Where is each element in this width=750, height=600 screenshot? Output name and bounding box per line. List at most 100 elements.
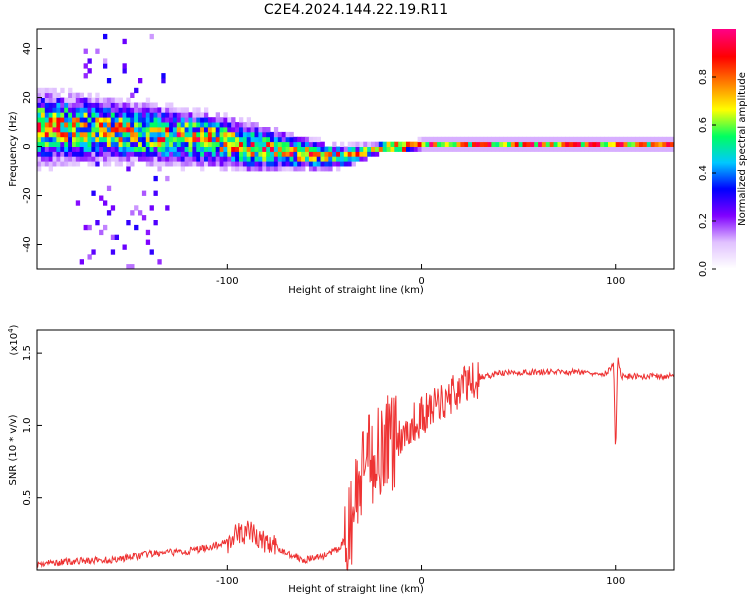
spectrogram-cell — [180, 146, 185, 152]
spectrogram-cell — [48, 136, 53, 143]
spectrogram-cell — [37, 166, 42, 172]
spectrogram-cell — [161, 107, 166, 113]
spectrogram-cell — [246, 156, 251, 162]
spectrogram-cell — [75, 112, 81, 118]
spectrogram-cell — [297, 146, 302, 152]
spectrogram-cell — [126, 161, 131, 167]
spectrogram-cell — [180, 161, 185, 167]
spectrogram-cell — [297, 141, 302, 147]
spectrogram-cell — [184, 131, 189, 138]
spectrogram-cell — [149, 122, 154, 128]
spectrogram-cell — [250, 127, 255, 133]
spectrogram-cell — [176, 131, 182, 138]
spectrogram-cell — [48, 131, 53, 138]
spectrogram-cell — [99, 107, 104, 113]
colorbar-segment — [712, 199, 736, 202]
spectrogram-cell — [223, 166, 228, 172]
spectrogram-cell — [592, 146, 597, 152]
spectrogram-cell — [99, 151, 104, 157]
colorbar-segment — [712, 103, 736, 106]
colorbar-segment — [712, 155, 736, 158]
spectrogram-cell — [99, 97, 104, 103]
spectrogram-cell — [608, 141, 613, 147]
spectrogram-cell — [250, 161, 255, 167]
spectrogram-cell — [138, 122, 143, 128]
spectrogram-cell — [254, 156, 259, 162]
spectrogram-cell — [499, 136, 504, 143]
spectrogram-cell — [141, 122, 147, 128]
spectrogram-cell — [235, 166, 240, 172]
spectrogram-cell — [456, 146, 461, 152]
spectrogram-cell — [642, 146, 648, 152]
spectrogram-cell — [627, 146, 632, 152]
colorbar-segment — [712, 225, 736, 228]
colorbar-segment — [712, 233, 736, 236]
spectrogram-cell — [172, 151, 178, 157]
spectrogram-cell — [231, 117, 236, 123]
spectrogram-cell — [91, 102, 96, 108]
spectrogram-chart: -100 0 100 -40 -20 0 20 40 Height of straight l… — [8, 28, 675, 296]
spectrogram-cell — [215, 136, 220, 143]
colorbar-segment — [712, 177, 736, 180]
spectrogram-cell — [615, 146, 620, 152]
spectrogram-cell — [95, 151, 100, 157]
spectrogram-cell — [246, 161, 251, 167]
spectrogram-cell — [266, 161, 271, 167]
spectrogram-cell — [456, 136, 461, 143]
spectrogram-cell — [87, 102, 92, 108]
spectrogram-cell — [44, 156, 50, 162]
spectrogram-cell — [588, 136, 593, 143]
spectrogram-cell — [68, 87, 73, 94]
spectrogram-cell — [157, 117, 162, 123]
spectrogram-cell — [72, 141, 77, 147]
spectrogram-cell — [114, 151, 119, 157]
spectrogram-cell — [662, 146, 667, 152]
spectrogram-cell — [371, 151, 376, 157]
spectrogram-cell — [514, 146, 520, 152]
spectrogram-cell — [122, 68, 127, 74]
spectrogram-cell — [475, 146, 481, 152]
spectrogram-cell — [281, 136, 286, 143]
spectrogram-cell — [79, 141, 84, 147]
spectrogram-cell — [72, 107, 77, 113]
spectrogram-cell — [246, 151, 251, 157]
spectrogram-cell — [172, 107, 178, 113]
spectrogram-cell — [378, 146, 384, 152]
spectrogram-cell — [157, 127, 162, 133]
colorbar-segment — [712, 127, 736, 130]
spectrogram-cell — [204, 161, 209, 167]
spectrogram-cell — [134, 122, 139, 128]
spectrogram-cell — [72, 122, 77, 128]
spectrogram-cell — [270, 161, 275, 167]
colorbar-segment — [712, 209, 736, 212]
spectrogram-cell — [161, 141, 166, 147]
spectrogram-cell — [118, 136, 123, 143]
spectrogram-cell — [95, 131, 100, 138]
snr-y-scale-label: (x104) — [7, 324, 20, 355]
spectrogram-cell — [351, 141, 356, 147]
spectrogram-cell — [122, 38, 127, 45]
spectrogram-cell — [363, 156, 368, 162]
spectrogram-cell — [37, 156, 42, 162]
spectrogram-cell — [110, 146, 116, 152]
spectrogram-cell — [83, 117, 88, 123]
spectrogram-cell — [37, 151, 42, 157]
spectrogram-cell — [37, 136, 42, 143]
spectrogram-cell — [627, 141, 632, 147]
spectrogram-cell — [122, 141, 127, 147]
spectrogram-cell — [242, 166, 248, 172]
spectrogram-cell — [114, 146, 119, 152]
spectrogram-cell — [184, 107, 189, 113]
colorbar-segment — [712, 181, 736, 184]
colorbar-segment — [712, 43, 736, 46]
spectrogram-cell — [37, 161, 42, 167]
spectrogram-cell — [417, 136, 422, 143]
spectrogram-cell — [285, 156, 290, 162]
colorbar-tick-label: 0.2 — [698, 213, 709, 229]
spectrogram-cell — [534, 141, 539, 147]
spectrogram-cell — [227, 141, 232, 147]
spectrogram-cell — [87, 254, 92, 260]
spectrogram-cell — [273, 131, 279, 138]
spectrogram-cell — [530, 141, 535, 147]
spectrogram-cell — [103, 127, 108, 133]
